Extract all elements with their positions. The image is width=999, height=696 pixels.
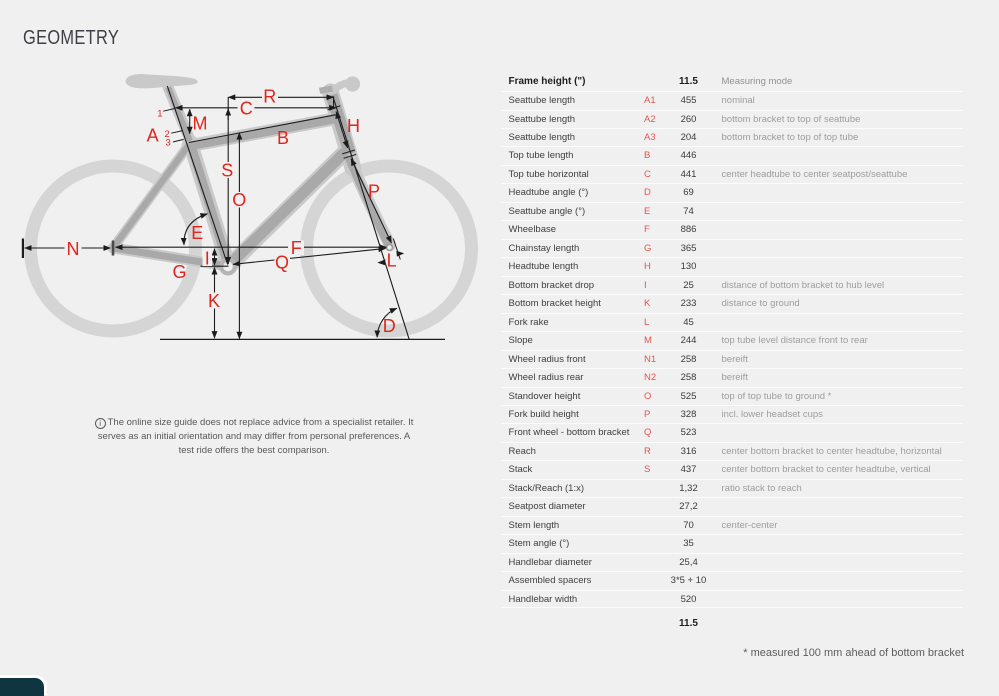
svg-text:G: G <box>172 262 186 282</box>
svg-text:Q: Q <box>275 253 289 273</box>
svg-text:R: R <box>263 87 276 107</box>
svg-text:P: P <box>368 182 380 202</box>
svg-text:1: 1 <box>157 109 162 120</box>
svg-text:S: S <box>221 161 233 181</box>
svg-text:K: K <box>208 291 220 311</box>
svg-text:M: M <box>193 114 208 134</box>
svg-text:D: D <box>383 316 396 336</box>
svg-text:3: 3 <box>165 137 170 148</box>
svg-text:C: C <box>240 99 253 119</box>
svg-text:N: N <box>67 239 80 259</box>
svg-text:E: E <box>191 223 203 243</box>
svg-text:F: F <box>291 238 302 258</box>
svg-text:O: O <box>232 190 246 210</box>
svg-text:L: L <box>387 251 397 271</box>
svg-text:I: I <box>205 249 210 269</box>
svg-text:2: 2 <box>165 129 170 140</box>
svg-text:A: A <box>147 125 159 145</box>
svg-text:B: B <box>277 128 289 148</box>
svg-text:H: H <box>347 116 360 136</box>
